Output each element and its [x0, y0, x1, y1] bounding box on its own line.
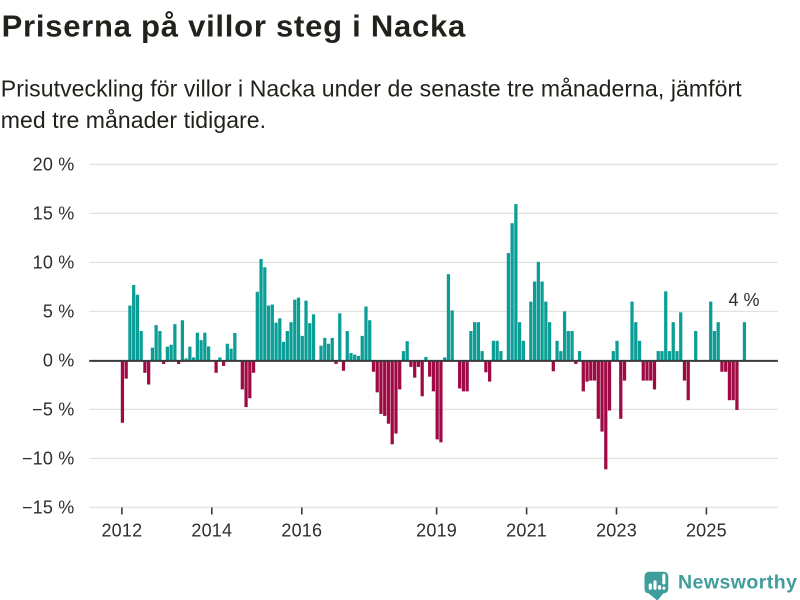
svg-text:10 %: 10 % — [33, 253, 75, 273]
svg-text:2021: 2021 — [506, 521, 547, 541]
svg-text:2019: 2019 — [416, 521, 457, 541]
svg-text:Prisutveckling för villor i Na: Prisutveckling för villor i Nacka under … — [1, 76, 742, 102]
svg-text:2023: 2023 — [596, 521, 637, 541]
svg-text:0 %: 0 % — [43, 351, 75, 371]
svg-text:−10 %: −10 % — [22, 449, 75, 469]
svg-text:2012: 2012 — [101, 521, 142, 541]
svg-text:15 %: 15 % — [33, 204, 75, 224]
svg-text:med tre månader tidigare.: med tre månader tidigare. — [1, 107, 266, 133]
svg-text:−5 %: −5 % — [32, 400, 74, 420]
svg-text:4 %: 4 % — [728, 290, 759, 310]
svg-text:Priserna på villor steg i Nack: Priserna på villor steg i Nacka — [2, 9, 466, 44]
svg-text:Newsworthy: Newsworthy — [678, 572, 797, 594]
svg-text:5 %: 5 % — [43, 302, 75, 322]
svg-text:2025: 2025 — [686, 521, 727, 541]
svg-text:2016: 2016 — [281, 521, 322, 541]
svg-text:−15 %: −15 % — [22, 498, 75, 518]
svg-text:2014: 2014 — [191, 521, 232, 541]
svg-text:20 %: 20 % — [33, 155, 75, 175]
